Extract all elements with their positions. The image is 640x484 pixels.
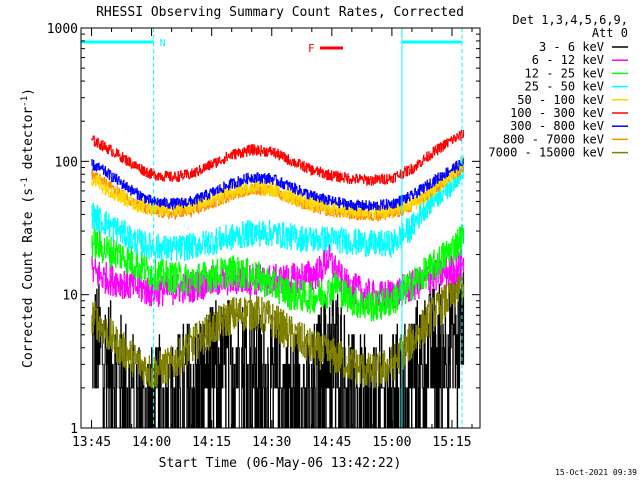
y-tick-label: 1000 [47,22,78,37]
legend-entry-label: 100 - 300 keV [510,106,604,120]
x-tick-label: 14:30 [252,435,291,450]
legend-entry-label: 50 - 100 keV [517,93,604,107]
y-axis-label-sup2: -1 [20,96,30,107]
legend-header-line1: Det 1,3,4,5,6,9, [512,13,628,27]
legend-header-line2: Att 0 [592,26,628,40]
render-timestamp: 15-Oct-2021 09:39 [555,468,637,477]
legend-entry-label: 12 - 25 keV [525,66,604,80]
chart-title: RHESSI Observing Summary Count Rates, Co… [96,5,464,20]
y-axis-label-end: ) [21,88,36,96]
y-axis-label-sup1: -1 [20,177,30,188]
axes-group: 1 10 100 1000 13:45 14:00 14:15 14:30 14:45 15:00… [47,22,481,450]
x-tick-label: 15:15 [432,435,471,450]
x-tick-label: 14:45 [312,435,351,450]
y-tick-label: 100 [55,155,78,170]
y-axis-label-mid: detector [21,107,36,178]
legend-entry-label: 6 - 12 keV [532,53,604,67]
x-tick-label: 14:15 [192,435,231,450]
legend-entry-label: 7000 - 15000 keV [488,146,604,160]
plot-frame [80,27,481,429]
x-tick-label: 15:00 [372,435,411,450]
legend-entry-label: 3 - 6 keV [539,40,604,54]
legend-entry-label: 300 - 800 keV [510,119,604,133]
y-axis-label: Corrected Count Rate (s-1 detector-1) [20,88,36,368]
x-tick-label: 14:00 [132,435,171,450]
y-axis-label-start: Corrected Count Rate (s [21,188,36,368]
x-tick-label: 13:45 [72,435,111,450]
y-tick-label: 1 [70,422,78,437]
legend-entry-label: 800 - 7000 keV [503,132,604,146]
x-axis-label: Start Time (06-May-06 13:42:22) [159,456,402,471]
y-tick-label: 10 [62,289,78,304]
flare-label: F [308,42,315,55]
night-label: N [160,38,166,49]
legend-entry-label: 25 - 50 keV [525,80,604,94]
